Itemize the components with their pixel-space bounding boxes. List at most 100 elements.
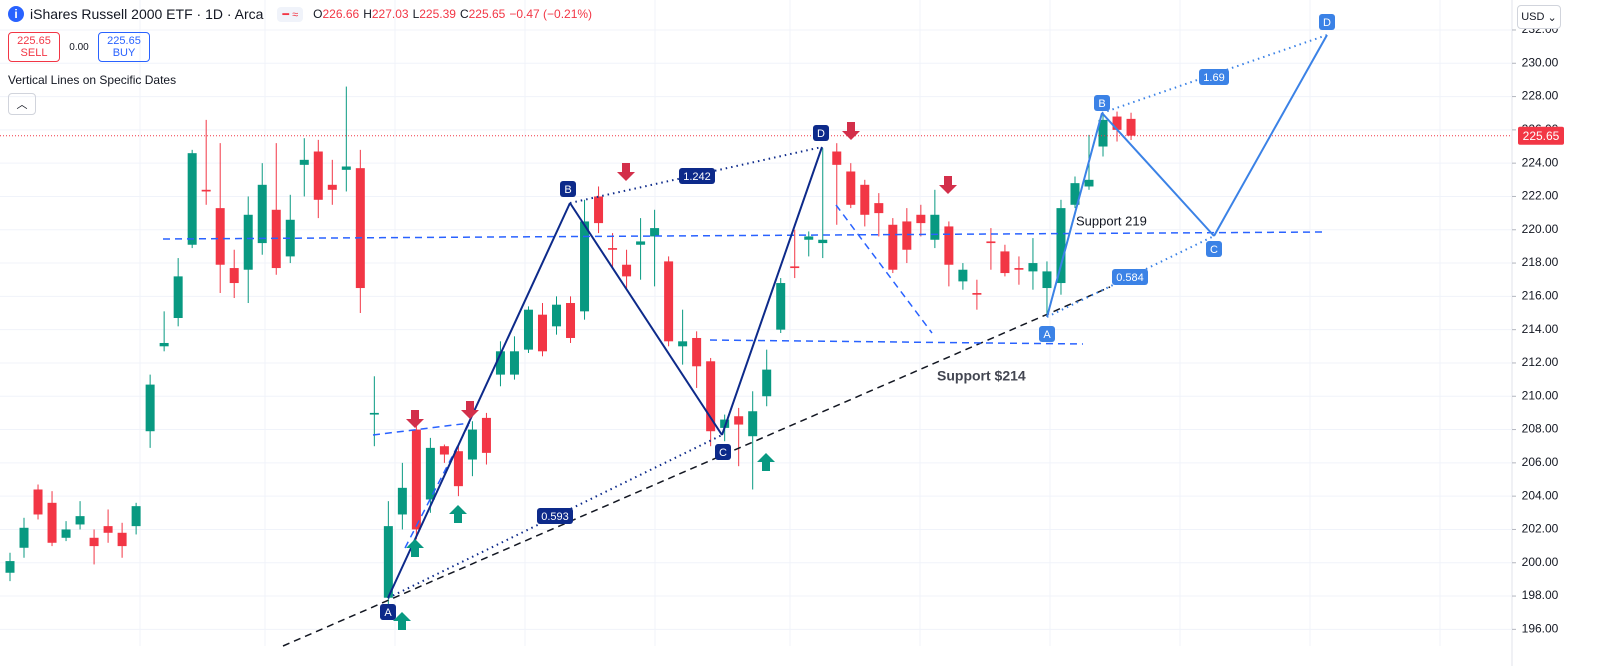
candle-body [299,159,309,165]
candle-body [47,502,57,543]
candle-body [1084,179,1094,187]
candle-body [75,516,85,525]
sell-label: SELL [20,47,48,59]
candle-body [229,268,239,284]
candle-body [678,341,688,347]
compare-toggle[interactable]: ━ ≈ [277,6,304,22]
pattern-point: A [384,607,392,619]
currency: USD [1521,11,1545,23]
y-tick-label: 212.00 [1522,355,1559,369]
candle-body [61,529,71,538]
pattern-ratio-line [569,146,823,204]
ohlc-close: C225.65 [460,7,505,21]
candle-body [594,196,604,224]
candle-body [313,151,323,200]
pattern-leg [721,146,823,436]
ohlc-high: H227.03 [363,7,408,21]
candle-body [187,153,197,245]
sell-button[interactable]: 225.65 SELL [8,32,60,62]
support-label: Support 219 [1076,213,1147,228]
candle-body [509,351,519,375]
candle-body [1126,118,1136,136]
pattern-point: B [564,184,571,196]
candle-body [762,369,772,397]
candle-body [523,309,533,350]
candle-body [958,269,968,282]
candle-body [1112,116,1122,130]
buy-signal-arrow [449,505,467,523]
indicator-name[interactable]: Vertical Lines on Specific Dates [8,73,177,87]
y-tick-label: 200.00 [1522,555,1559,569]
support-line [162,231,1326,240]
candle-body [537,314,547,352]
pattern-ratio-box [537,508,573,524]
candle-body [888,224,898,270]
candle-body [552,304,562,327]
candle-body [1056,208,1066,284]
candle-body [117,532,127,547]
candle-body [103,526,113,533]
buy-button[interactable]: 225.65 BUY [98,32,150,62]
buy-price: 225.65 [107,35,141,47]
currency-button[interactable]: USD ⌄ [1517,5,1561,29]
pattern-point-box [813,125,829,141]
candle-body [215,208,225,265]
y-tick-label: 220.00 [1522,222,1559,236]
candle-body [397,487,407,515]
helper-line [835,204,933,334]
pattern-ratio-line [1101,34,1328,114]
trend-line [282,286,1111,647]
candle-body [1098,119,1108,147]
ohlc-key: O [313,7,323,21]
pattern-leg [1101,112,1215,237]
y-tick-label: 222.00 [1522,189,1559,203]
candle-body [131,506,141,527]
candle-body [1070,183,1080,205]
info-icon[interactable]: i [8,6,24,22]
buy-signal-arrow [406,539,424,557]
candle-body [383,526,393,598]
candle-body [327,184,337,190]
candle-body [201,189,211,192]
pattern-point-box [715,444,731,460]
pattern-ratio: 0.593 [541,511,569,523]
candle-body [33,489,43,515]
pattern-leg [569,202,723,436]
candle-body [580,221,590,312]
candle-body [776,283,786,330]
y-tick-label: 230.00 [1522,55,1559,69]
collapse-button[interactable]: ︿ [8,93,36,115]
y-tick-label: 228.00 [1522,89,1559,103]
candle-body [495,351,505,375]
candle-body [355,168,365,289]
pattern-point: C [1210,244,1218,256]
pattern-leg [1046,112,1103,318]
ohlc-open: O226.66 [313,7,359,21]
candle-body [622,264,632,277]
ohlc-key: C [459,7,469,21]
ohlc-value: 227.03 [371,7,409,21]
sell-signal-arrow [406,410,424,428]
candle-body [481,417,491,453]
support-line [709,339,1084,345]
candle-body [243,214,253,270]
symbol-header: i iShares Russell 2000 ETF · 1D · Arca ━… [8,6,592,22]
candle-body [664,261,674,342]
buy-label: BUY [112,47,136,59]
candle-body [930,214,940,240]
pattern-ratio-box [679,168,715,184]
y-tick-label: 202.00 [1522,522,1559,536]
ohlc-value: 225.65 [468,7,506,21]
y-tick-label: 206.00 [1522,455,1559,469]
sell-price: 225.65 [17,35,51,47]
pattern-point: D [1323,17,1331,29]
candle-body [467,429,477,460]
ohlc-key: L [412,7,420,21]
candle-body [874,203,884,214]
support-label: Support $214 [937,368,1026,384]
pattern-point: B [1098,98,1105,110]
pattern-point-box [1039,326,1055,342]
candle-body [89,537,99,547]
